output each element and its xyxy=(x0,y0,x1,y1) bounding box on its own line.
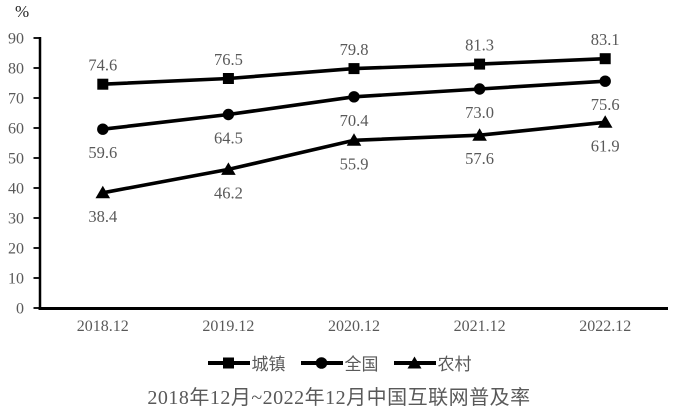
legend-label-urban: 城镇 xyxy=(251,355,286,374)
x-axis-label: 2022.12 xyxy=(579,318,631,335)
legend-triangle-marker-icon xyxy=(393,356,436,368)
y-axis-tick-label: 60 xyxy=(8,121,24,138)
legend: 城镇 全国 农村 xyxy=(0,350,678,375)
y-axis-tick-label: 90 xyxy=(8,31,24,48)
marker-triangle-rural xyxy=(472,128,487,141)
x-axis-label: 2020.12 xyxy=(328,318,380,335)
marker-square-urban xyxy=(599,53,611,65)
marker-circle-national xyxy=(348,91,360,103)
legend-item-rural: 农村 xyxy=(393,350,472,375)
x-axis-label: 2019.12 xyxy=(202,318,254,335)
marker-circle-national xyxy=(599,75,611,87)
legend-square-marker-icon xyxy=(207,357,250,368)
y-axis-tick-label: 70 xyxy=(8,91,24,108)
y-axis-tick-label: 10 xyxy=(8,271,24,288)
marker-triangle-rural xyxy=(597,115,613,128)
legend-label-rural: 农村 xyxy=(437,355,472,374)
x-axis-label: 2018.12 xyxy=(77,318,129,335)
y-axis-tick-label: 0 xyxy=(16,301,24,318)
marker-triangle-rural xyxy=(346,133,362,146)
data-label-rural: 55.9 xyxy=(340,154,369,173)
y-axis-tick-label: 30 xyxy=(8,211,24,228)
data-label-urban: 83.1 xyxy=(591,30,620,49)
marker-circle-national xyxy=(97,123,109,135)
data-label-national: 70.4 xyxy=(340,111,369,130)
data-label-urban: 81.3 xyxy=(465,36,494,55)
legend-label-national: 全国 xyxy=(344,355,379,374)
y-axis-tick-label: 80 xyxy=(8,61,24,78)
line-chart-plot: 0 10 20 30 40 50 60 70 80 90 2018.12 2019.12 2020.12… xyxy=(8,30,668,335)
data-label-rural: 61.9 xyxy=(591,136,620,155)
marker-triangle-rural xyxy=(221,162,236,175)
marker-triangle-rural xyxy=(95,185,111,199)
marker-circle-national xyxy=(222,108,235,121)
data-label-national: 59.6 xyxy=(88,143,117,162)
marker-square-urban xyxy=(222,73,234,84)
legend-circle-marker-icon xyxy=(300,356,343,369)
chart-title: 2018年12月~2022年12月中国互联网普及率 xyxy=(147,387,531,409)
marker-square-urban xyxy=(474,58,486,70)
legend-item-urban: 城镇 xyxy=(207,350,286,375)
data-label-rural: 57.6 xyxy=(465,149,494,168)
x-axis-label: 2021.12 xyxy=(454,318,506,335)
y-axis-tick-label: 40 xyxy=(8,181,24,198)
data-label-urban: 76.5 xyxy=(214,50,243,69)
y-axis-unit-label: % xyxy=(15,2,30,21)
data-label-national: 64.5 xyxy=(214,129,243,148)
y-axis-tick-label: 50 xyxy=(8,151,24,168)
marker-square-urban xyxy=(348,63,360,75)
data-label-rural: 38.4 xyxy=(88,207,117,226)
marker-square-urban xyxy=(97,78,109,90)
legend-item-national: 全国 xyxy=(300,350,379,375)
y-axis-tick-label: 20 xyxy=(8,241,24,258)
data-label-urban: 79.8 xyxy=(340,40,369,59)
data-label-national: 73.0 xyxy=(465,103,494,122)
data-label-national: 75.6 xyxy=(591,95,620,114)
data-label-urban: 74.6 xyxy=(88,56,117,75)
marker-circle-national xyxy=(473,83,486,95)
data-label-rural: 46.2 xyxy=(214,183,243,202)
